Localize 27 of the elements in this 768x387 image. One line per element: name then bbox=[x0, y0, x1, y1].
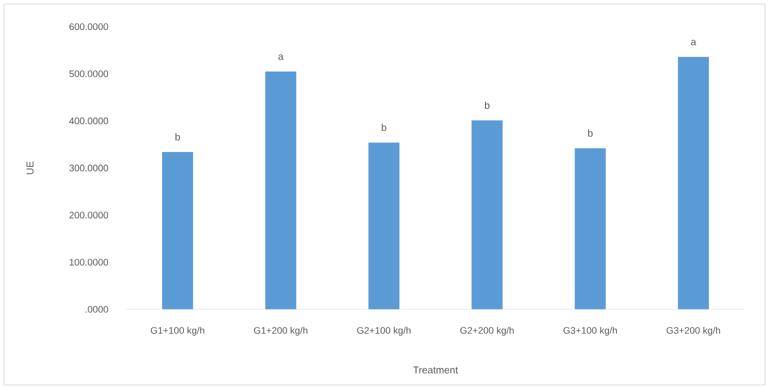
bar bbox=[472, 120, 503, 310]
x-tick-label: G1+200 kg/h bbox=[254, 326, 308, 336]
bar bbox=[678, 56, 709, 310]
x-tick-label: G3+200 kg/h bbox=[666, 326, 720, 336]
y-tick-label: 500.0000 bbox=[69, 70, 108, 78]
y-tick-label: 300.0000 bbox=[69, 164, 108, 172]
x-axis-title: Treatment bbox=[413, 366, 458, 374]
y-tick-label: .0000 bbox=[86, 306, 108, 313]
y-tick-label: 200.0000 bbox=[69, 212, 108, 218]
x-tick-label: G1+100 kg/h bbox=[150, 326, 204, 336]
x-tick-label: G2+200 kg/h bbox=[460, 326, 514, 336]
y-tick-label: 100.0000 bbox=[70, 258, 108, 266]
y-axis-title: UE bbox=[26, 162, 34, 174]
x-tick-label: G3+100 kg/h bbox=[563, 326, 617, 336]
annotation: a bbox=[278, 54, 284, 60]
y-tick-label: 600.0000 bbox=[69, 23, 108, 30]
annotation: b bbox=[175, 133, 180, 140]
x-tick-label: G2+100 kg/h bbox=[357, 326, 411, 336]
annotation: b bbox=[484, 102, 490, 109]
annotation: a bbox=[691, 40, 696, 46]
annotation: b bbox=[588, 129, 593, 137]
annotation: b bbox=[382, 124, 386, 132]
bar bbox=[162, 152, 194, 310]
bar bbox=[574, 148, 606, 310]
bar bbox=[368, 142, 400, 310]
y-tick-label: 400.0000 bbox=[69, 118, 108, 124]
bar bbox=[265, 71, 296, 310]
